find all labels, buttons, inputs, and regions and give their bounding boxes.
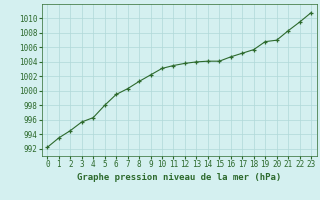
X-axis label: Graphe pression niveau de la mer (hPa): Graphe pression niveau de la mer (hPa) <box>77 173 281 182</box>
